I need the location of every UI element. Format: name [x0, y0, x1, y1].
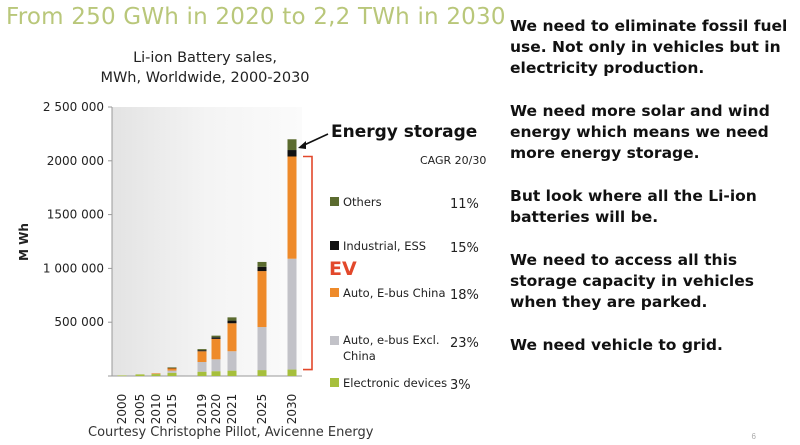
- legend-label: Auto, E-bus China: [343, 286, 446, 300]
- plot-area: [112, 107, 302, 376]
- legend-swatch: [330, 288, 339, 297]
- bullet-item: But look where all the Li-ion batteries …: [510, 187, 757, 226]
- legend-swatch: [330, 378, 339, 387]
- y-tick-label: 2000 000: [47, 154, 104, 168]
- y-tick-label: 1500 000: [47, 208, 104, 222]
- bar-segment: [211, 359, 221, 372]
- legend-label: Industrial, ESS: [343, 239, 426, 253]
- x-tick-label: 2025: [255, 394, 269, 425]
- ev-bracket: [303, 155, 313, 371]
- bar-segment: [227, 320, 237, 324]
- x-tick-label: 2010: [149, 394, 163, 425]
- bar-segment: [287, 258, 297, 370]
- legend-cagr: 15%: [450, 241, 479, 256]
- bar-segment: [167, 372, 177, 376]
- bullet-item: We need more solar and wind energy which…: [510, 102, 770, 162]
- bar-segment: [257, 271, 267, 328]
- bar-segment: [197, 349, 207, 351]
- legend-swatch: [330, 197, 339, 206]
- legend-swatch: [330, 336, 339, 345]
- page-number: 6: [751, 432, 756, 441]
- bar-segment: [227, 351, 237, 371]
- cagr-header: CAGR 20/30: [420, 154, 486, 167]
- chart-title-line-2: MWh, Worldwide, 2000-2030: [100, 70, 310, 86]
- bar-segment: [197, 350, 207, 352]
- bar-segment: [227, 317, 237, 321]
- bar-segment: [197, 371, 207, 376]
- energy-storage-arrowhead: [298, 141, 306, 149]
- legend-label: Auto, e-bus Excl.: [343, 333, 440, 347]
- legend-label: Electronic devices: [343, 376, 447, 390]
- legend-cagr: 23%: [450, 336, 479, 351]
- chart-title-line-1: Li-ion Battery sales,: [133, 50, 277, 66]
- bar-segment: [227, 370, 237, 376]
- bar-segment: [151, 373, 161, 374]
- y-axis-title: M Wh: [17, 223, 31, 261]
- slide-title: From 250 GWh in 2020 to 2,2 TWh in 2030: [6, 4, 506, 30]
- energy-storage-arrow: [301, 133, 329, 147]
- bar-segment: [197, 351, 207, 363]
- bar-segment: [211, 338, 221, 360]
- ev-label: EV: [329, 258, 357, 280]
- bullet-item: We need to eliminate fossil fuel use. No…: [510, 17, 788, 77]
- bar-segment: [135, 374, 145, 376]
- bar-segment: [287, 156, 297, 259]
- legend-cagr: 18%: [450, 288, 479, 303]
- bar-segment: [167, 370, 177, 373]
- bar-segment: [197, 362, 207, 372]
- bar-segment: [287, 150, 297, 157]
- bar-segment: [287, 369, 297, 376]
- bar-segment: [227, 323, 237, 352]
- bullet-item: We need vehicle to grid.: [510, 336, 723, 354]
- x-tick-label: 2005: [133, 394, 147, 425]
- bar-segment: [211, 337, 221, 339]
- bar-segment: [211, 371, 221, 376]
- y-tick-label: 1 000 000: [43, 261, 104, 275]
- legend-label: Others: [343, 195, 382, 209]
- legend-label-cont: China: [343, 349, 376, 363]
- bar-segment: [167, 367, 177, 368]
- x-tick-label: 2019: [195, 394, 209, 425]
- bar-segment: [257, 261, 267, 267]
- legend-cagr: 11%: [450, 197, 479, 212]
- y-tick-label: 2 500 000: [43, 100, 104, 114]
- legend-cagr: 3%: [450, 378, 471, 393]
- bar-segment: [257, 266, 267, 272]
- bar-segment: [117, 375, 127, 377]
- legend-swatch: [330, 241, 339, 250]
- bar-segment: [167, 367, 177, 371]
- bar-segment: [287, 139, 297, 151]
- bar-segment: [211, 335, 221, 338]
- x-tick-label: 2020: [209, 394, 223, 425]
- x-tick-label: 2000: [115, 394, 129, 425]
- bullet-list: We need to eliminate fossil fuel use. No…: [510, 16, 795, 378]
- energy-storage-label: Energy storage: [331, 122, 477, 142]
- chart-title: Li-ion Battery sales, MWh, Worldwide, 20…: [60, 48, 350, 88]
- bar-segment: [257, 327, 267, 371]
- bullet-item: We need to access all this storage capac…: [510, 251, 754, 311]
- y-tick-label: 500 000: [54, 315, 104, 329]
- x-tick-label: 2030: [285, 394, 299, 425]
- courtesy-note: Courtesy Christophe Pillot, Avicenne Ene…: [88, 425, 374, 440]
- bar-segment: [167, 367, 177, 369]
- bar-segment: [151, 373, 161, 376]
- bar-segment: [257, 370, 267, 376]
- x-tick-label: 2021: [225, 394, 239, 425]
- x-tick-label: 2015: [165, 394, 179, 425]
